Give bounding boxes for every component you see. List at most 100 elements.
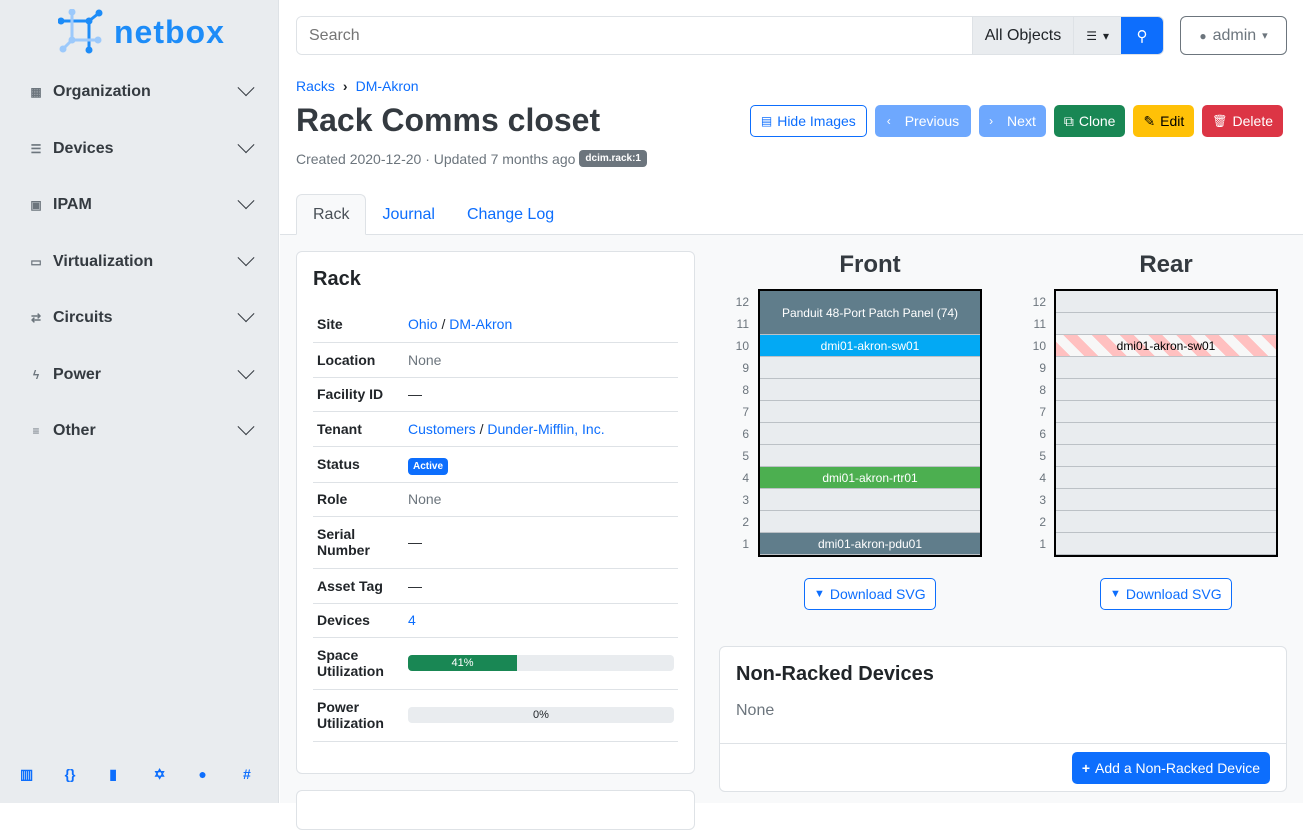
power-utilization-label: Power Utilization	[313, 689, 404, 742]
delete-label: Delete	[1232, 113, 1273, 129]
user-menu[interactable]: ● admin ▾	[1180, 16, 1287, 55]
unit-number: 11	[736, 317, 749, 331]
non-racked-value: None	[736, 702, 775, 719]
circuit-icon: ⇄	[30, 311, 42, 325]
rack-attributes-table: Site Ohio / DM-Akron Location None Facilit…	[313, 307, 678, 742]
tab-bar: Rack Journal Change Log	[296, 194, 570, 235]
graphql-icon[interactable]: ✡	[153, 766, 166, 782]
breadcrumb-site[interactable]: DM-Akron	[355, 78, 419, 94]
api-icon[interactable]: {}	[64, 766, 76, 782]
next-button[interactable]: › Next	[979, 105, 1046, 137]
image-file-icon: ▤	[760, 114, 773, 128]
tab-change-log[interactable]: Change Log	[466, 205, 555, 223]
tenant-group-link[interactable]: Customers	[408, 420, 476, 437]
rack-card: Rack Site Ohio / DM-Akron Location None Fa…	[296, 251, 695, 774]
search-button[interactable]: ⚲	[1121, 17, 1163, 54]
rack-device[interactable]: dmi01-akron-pdu01	[760, 533, 980, 555]
download-rear-svg-button[interactable]: ▼ Download SVG	[1100, 578, 1232, 610]
unit-number: 4	[1039, 471, 1046, 485]
tenant-link[interactable]: Dunder-Mifflin, Inc.	[487, 420, 605, 437]
edit-button[interactable]: ✎ Edit	[1133, 105, 1195, 137]
hide-images-button[interactable]: ▤ Hide Images	[749, 105, 867, 137]
sidebar-item-label: Other	[53, 422, 96, 439]
facility-value: —	[404, 377, 678, 412]
location-value: None	[404, 342, 678, 378]
unit-number: 10	[735, 339, 749, 353]
devices-link[interactable]: 4	[408, 612, 416, 628]
unit-number: 7	[742, 405, 749, 419]
rear-elevation-title: Rear	[1139, 251, 1193, 278]
space-utilization-bar: 41%	[408, 655, 674, 671]
chevron-down-icon	[237, 79, 255, 97]
rack-unit-7	[1056, 401, 1276, 423]
server-icon: ☰	[30, 142, 42, 156]
rack-device[interactable]: dmi01-akron-sw01	[760, 335, 980, 357]
page-meta: Created 2020-12-20 · Updated 7 months ag…	[296, 150, 576, 167]
sidebar-item-circuits[interactable]: ⇄ Circuits	[28, 305, 255, 330]
rack-unit-9	[760, 357, 980, 379]
site-link[interactable]: DM-Akron	[449, 316, 513, 333]
sidebar-item-virtualization[interactable]: ▭ Virtualization	[28, 249, 255, 274]
chevron-left-icon: ‹	[886, 114, 891, 128]
github-icon[interactable]: ●	[198, 766, 207, 782]
rack-unit-3	[760, 489, 980, 511]
search-input[interactable]	[297, 17, 972, 54]
unit-number: 12	[1032, 295, 1046, 309]
pencil-icon: ✎	[1143, 112, 1156, 129]
sidebar-item-label: Organization	[53, 83, 151, 100]
slack-icon[interactable]: #	[242, 766, 251, 782]
brand-name: netbox	[114, 13, 225, 50]
unit-number: 3	[742, 493, 749, 507]
docs-icon[interactable]: ▥	[20, 766, 34, 782]
sidebar-item-ipam[interactable]: ▣ IPAM	[28, 192, 255, 217]
region-link[interactable]: Ohio	[408, 316, 438, 333]
rack-device[interactable]: Panduit 48-Port Patch Panel (74)	[760, 291, 980, 335]
netbox-logo[interactable]: netbox	[58, 9, 225, 55]
tab-journal[interactable]: Journal	[382, 205, 435, 223]
unit-number: 1	[742, 537, 749, 551]
role-value: None	[404, 482, 678, 517]
sidebar-item-label: Virtualization	[53, 253, 154, 270]
username: admin	[1212, 26, 1257, 44]
unit-number: 4	[742, 471, 749, 485]
role-label: Role	[313, 482, 404, 517]
facility-label: Facility ID	[313, 377, 404, 412]
sidebar-item-devices[interactable]: ☰ Devices	[28, 136, 255, 161]
rack-unit-11	[1056, 313, 1276, 335]
chevron-down-icon	[237, 249, 255, 267]
sidebar-item-organization[interactable]: ▦ Organization	[28, 79, 255, 104]
search-icon: ⚲	[1136, 27, 1148, 45]
chevron-down-icon	[237, 192, 255, 210]
previous-button[interactable]: ‹ Previous	[874, 105, 972, 137]
download-front-svg-button[interactable]: ▼ Download SVG	[804, 578, 936, 610]
chevron-right-icon: ›	[989, 114, 994, 128]
book-icon[interactable]: ▮	[109, 766, 117, 782]
status-label: Status	[313, 446, 404, 483]
non-racked-devices-card: Non-Racked Devices None + Add a Non-Racke…	[719, 646, 1287, 792]
clone-button[interactable]: ⧉ Clone	[1053, 105, 1126, 137]
sidebar-item-other[interactable]: ≡ Other	[28, 418, 255, 443]
tab-rack[interactable]: Rack	[296, 194, 367, 235]
breadcrumb-racks[interactable]: Racks	[296, 78, 335, 94]
add-non-racked-device-button[interactable]: + Add a Non-Racked Device	[1071, 752, 1270, 784]
edit-label: Edit	[1160, 113, 1185, 129]
unit-number: 8	[742, 383, 749, 397]
search-scope-label: All Objects	[984, 26, 1062, 44]
object-tag-badge: dcim.rack:1	[579, 150, 647, 167]
chevron-right-icon: ›	[342, 78, 348, 94]
caret-down-icon: ▾	[1102, 28, 1109, 43]
delete-button[interactable]: 🗑 Delete	[1202, 105, 1283, 137]
unit-number: 10	[1032, 339, 1046, 353]
rack-device[interactable]: dmi01-akron-rtr01	[760, 467, 980, 489]
sidebar-item-label: Power	[53, 366, 102, 383]
chevron-down-icon	[237, 305, 255, 323]
unit-number: 5	[1039, 449, 1046, 463]
sidebar-item-power[interactable]: ϟ Power	[28, 362, 255, 387]
search-scope-select[interactable]: All Objects	[971, 17, 1074, 54]
rack-device[interactable]: dmi01-akron-sw01	[1056, 335, 1276, 357]
rack-unit-2	[1056, 511, 1276, 533]
tenant-label: Tenant	[313, 411, 404, 447]
devices-label: Devices	[313, 603, 404, 638]
add-non-racked-label: Add a Non-Racked Device	[1095, 760, 1260, 776]
search-filter-button[interactable]: ☰ ▾	[1073, 17, 1121, 54]
